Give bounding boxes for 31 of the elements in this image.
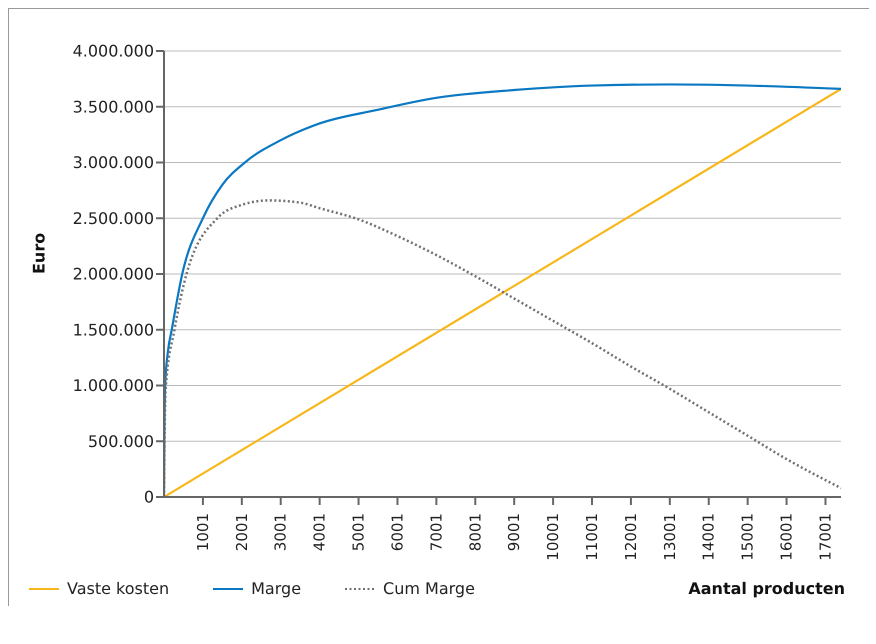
legend-label: Cum Marge xyxy=(383,579,475,598)
y-axis-title: Euro xyxy=(30,232,49,274)
x-tick-label: 2001 xyxy=(232,513,251,552)
y-tick-label: 2.500.000 xyxy=(72,208,154,228)
x-tick-label: 6001 xyxy=(388,513,406,552)
y-tick-label: 1.000.000 xyxy=(72,376,154,396)
x-axis-title: Aantal producten xyxy=(688,579,845,598)
legend-label: Vaste kosten xyxy=(67,579,170,598)
y-tick-label: 0 xyxy=(144,488,154,507)
x-tick-label: 14001 xyxy=(700,513,718,561)
x-tick-label: 11001 xyxy=(583,513,602,561)
y-tick-label: 4.000.000 xyxy=(72,42,154,61)
x-tick-label: 1001 xyxy=(194,513,212,552)
x-tick-label: 4001 xyxy=(310,513,329,552)
x-tick-label: 7001 xyxy=(427,513,446,552)
x-tick-label: 5001 xyxy=(350,513,368,552)
x-tick-label: 3001 xyxy=(272,513,290,552)
x-tick-label: 16001 xyxy=(778,513,796,561)
y-tick-label: 3.000.000 xyxy=(72,153,154,172)
x-tick-label: 9001 xyxy=(505,513,524,552)
x-tick-label: 17001 xyxy=(816,513,834,561)
y-tick-label: 2.000.000 xyxy=(72,264,154,284)
x-tick-label: 12001 xyxy=(622,513,640,561)
y-tick-label: 3.500.000 xyxy=(72,97,154,116)
x-tick-label: 13001 xyxy=(660,513,679,561)
x-tick-label: 15001 xyxy=(738,513,757,561)
legend-label: Marge xyxy=(251,579,302,598)
y-tick-label: 1.500.000 xyxy=(72,320,154,340)
x-tick-label: 10001 xyxy=(544,513,562,561)
x-tick-label: 8001 xyxy=(466,513,484,552)
y-tick-label: 500.000 xyxy=(88,432,154,451)
